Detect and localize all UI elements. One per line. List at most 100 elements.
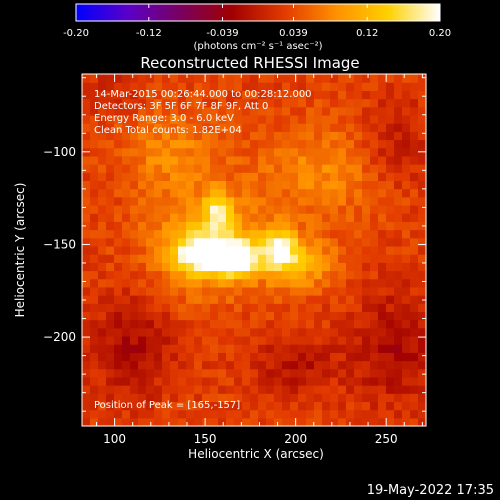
heatmap-cell [122,368,131,378]
heatmap-cell [218,131,227,141]
heatmap-cell [122,90,131,100]
heatmap-cell [346,385,355,394]
heatmap-cell [210,262,219,272]
heatmap-cell [330,303,339,312]
heatmap-cell [410,114,419,124]
heatmap-cell [258,123,267,132]
heatmap-cell [370,139,379,149]
heatmap-cell [258,344,267,353]
heatmap-cell [218,221,227,231]
heatmap-cell [258,213,267,222]
heatmap-cell [98,229,107,239]
heatmap-cell [178,409,187,419]
heatmap-cell [338,417,347,427]
heatmap-cell [274,319,283,329]
heatmap-cell [306,393,315,403]
heatmap-cell [306,344,315,353]
heatmap-cell [418,352,427,362]
heatmap-cell [362,196,371,206]
heatmap-cell [370,335,379,345]
heatmap-cell [274,417,283,427]
heatmap-cell [178,311,187,321]
heatmap-cell [266,131,275,141]
heatmap-cell [250,221,259,231]
heatmap-cell [354,188,363,198]
heatmap-cell [402,286,411,296]
heatmap-cell [226,123,235,132]
heatmap-cell [170,90,179,100]
heatmap-cell [402,417,411,427]
heatmap-cell [242,155,251,165]
heatmap-cell [114,82,123,91]
heatmap-cell [154,385,163,394]
heatmap-cell [346,278,355,288]
heatmap-cell [362,311,371,321]
heatmap-cell [282,98,291,108]
heatmap-cell [354,196,363,206]
heatmap-cell [90,237,99,247]
heatmap-cell [194,335,203,345]
heatmap-cell [146,286,155,296]
heatmap-cell [122,164,131,173]
heatmap-cell [250,295,259,304]
heatmap-cell [314,286,323,296]
heatmap-cell [370,278,379,288]
heatmap-cell [298,401,307,411]
heatmap-cell [202,327,211,337]
heatmap-cell [378,254,387,263]
heatmap-cell [290,155,299,165]
heatmap-cell [82,376,91,386]
heatmap-cell [210,401,219,411]
heatmap-cell [138,327,147,337]
heatmap-cell [122,352,131,362]
heatmap-cell [194,278,203,288]
heatmap-cell [274,295,283,304]
heatmap-cell [282,327,291,337]
heatmap-cell [250,303,259,312]
heatmap-cell [202,196,211,206]
heatmap-cell [370,213,379,222]
heatmap-cell [322,147,331,157]
heatmap-cell [162,74,171,83]
heatmap-cell [378,237,387,247]
heatmap-cell [90,417,99,427]
heatmap-cell [242,123,251,132]
heatmap-cell [362,74,371,83]
heatmap-cell [298,229,307,239]
heatmap-cell [130,278,139,288]
heatmap-cell [410,188,419,198]
heatmap-cell [314,106,323,116]
heatmap-cell [130,114,139,124]
heatmap-cell [346,335,355,345]
heatmap-cell [338,385,347,394]
heatmap-cell [146,188,155,198]
heatmap-cell [186,131,195,141]
heatmap-cell [234,278,243,288]
heatmap-cell [314,114,323,124]
heatmap-cell [378,131,387,141]
heatmap-cell [242,196,251,206]
heatmap-cell [82,131,91,141]
heatmap-cell [250,311,259,321]
heatmap-cell [138,213,147,222]
heatmap-cell [146,172,155,182]
heatmap-cell [242,335,251,345]
heatmap-cell [290,229,299,239]
heatmap-cell [202,344,211,353]
heatmap-cell [202,213,211,222]
heatmap-cell [290,303,299,312]
heatmap-cell [418,196,427,206]
heatmap-cell [402,123,411,132]
heatmap-cell [90,98,99,108]
heatmap-cell [186,311,195,321]
heatmap-cell [122,180,131,190]
heatmap-cell [178,74,187,83]
heatmap-cell [418,180,427,190]
heatmap-cell [282,221,291,231]
heatmap-cell [274,262,283,272]
heatmap-cell [106,360,115,370]
heatmap-cell [290,123,299,132]
heatmap-cell [354,155,363,165]
heatmap-cell [402,188,411,198]
heatmap-cell [418,245,427,255]
